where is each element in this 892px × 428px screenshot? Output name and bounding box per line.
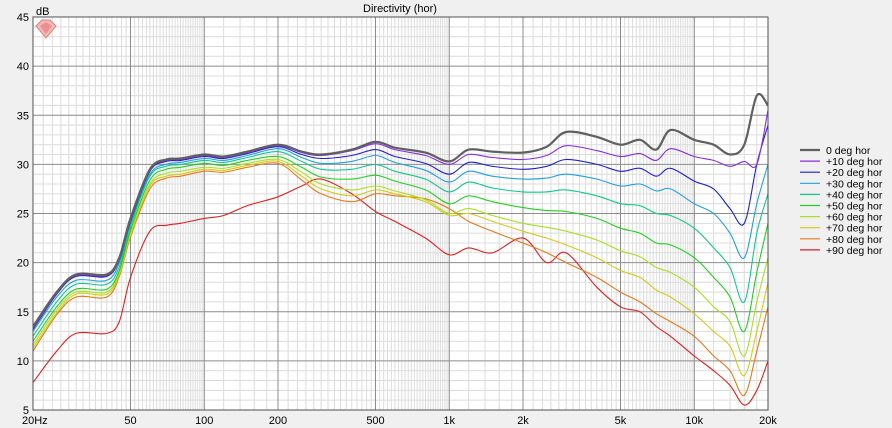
y-tick-label: 25	[17, 209, 29, 221]
y-tick-label: 35	[17, 110, 29, 122]
legend-label: +10 deg hor	[826, 156, 883, 168]
chart-title: Directivity (hor)	[363, 3, 437, 15]
series-line--60-deg-hor	[33, 158, 768, 357]
y-tick-label: 10	[17, 356, 29, 368]
legend-label: +70 deg hor	[826, 223, 883, 235]
x-tick-label: 1k	[443, 415, 455, 427]
series-line--50-deg-hor	[33, 155, 768, 342]
x-tick-label: 100	[195, 415, 213, 427]
y-tick-label: 30	[17, 159, 29, 171]
legend-label: +90 deg hor	[826, 245, 883, 257]
series-layer	[33, 92, 768, 406]
x-tick-label: 50	[124, 415, 136, 427]
series-line-0-deg-hor	[33, 92, 768, 328]
plot-border	[32, 16, 769, 411]
y-tick-label: 15	[17, 307, 29, 319]
y-tick-labels: 5 10 15 20 25 30 35 40 45	[17, 12, 29, 417]
legend-label: +50 deg hor	[826, 201, 883, 213]
legend-label: +80 deg hor	[826, 234, 883, 246]
x-tick-label: 10k	[685, 415, 703, 427]
x-tick-label: 20k	[759, 415, 777, 427]
x-tick-label: 5k	[615, 415, 627, 427]
x-tick-label: 20Hz	[22, 415, 48, 427]
legend-label: +30 deg hor	[826, 178, 883, 190]
x-tick-label: 2k	[517, 415, 529, 427]
legend-label: +20 deg hor	[826, 167, 883, 179]
legend-label: 0 deg hor	[826, 145, 871, 157]
logo-icon	[35, 19, 57, 39]
x-tick-labels: 20Hz 50 100 200 500 1k 2k 5k 10k 20k	[22, 415, 777, 427]
series-line--30-deg-hor	[33, 148, 768, 332]
y-tick-label: 40	[17, 61, 29, 73]
y-tick-label: 5	[23, 405, 29, 417]
y-tick-label: 45	[17, 12, 29, 24]
legend-label: +60 deg hor	[826, 212, 883, 224]
legend-label: +40 deg hor	[826, 189, 883, 201]
x-tick-label: 500	[366, 415, 384, 427]
y-unit-label: dB	[36, 6, 49, 18]
series-line--90-deg-hor	[33, 178, 768, 406]
legend: 0 deg hor+10 deg hor+20 deg hor+30 deg h…	[800, 145, 883, 257]
series-line--40-deg-hor	[33, 151, 768, 337]
x-tick-label: 200	[269, 415, 287, 427]
y-tick-label: 20	[17, 258, 29, 270]
series-line--70-deg-hor	[33, 160, 768, 377]
